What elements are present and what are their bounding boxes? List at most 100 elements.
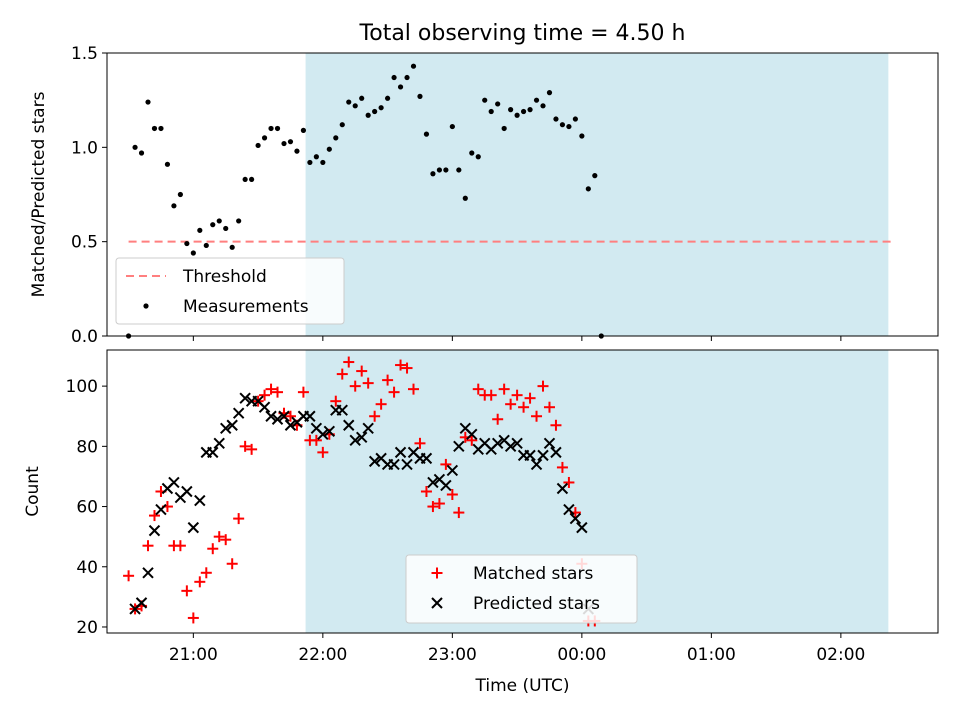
matched-star-point (446, 489, 458, 501)
matched-star-point (433, 498, 445, 510)
measurement-point (436, 167, 442, 173)
legend-threshold-label: Threshold (182, 267, 267, 287)
measurement-point (397, 84, 404, 90)
measurement-point (164, 161, 171, 167)
cross-b (265, 410, 277, 422)
predicted-stars-series (129, 392, 595, 615)
cross-b (284, 419, 297, 431)
measurement-point (592, 173, 598, 179)
cross-b (524, 449, 536, 462)
legend-measurements-swatch (143, 303, 149, 309)
cross-b (401, 458, 413, 471)
measurement-point (469, 150, 475, 156)
measurement-point (501, 125, 507, 132)
predicted-star-point (343, 419, 355, 431)
cross-b (563, 503, 575, 516)
cross-b (491, 437, 504, 450)
measurement-point (495, 101, 501, 107)
matched-star-point (200, 567, 212, 579)
measurement-point (158, 125, 164, 132)
measurement-point (229, 244, 235, 250)
predicted-star-point (258, 401, 271, 413)
measurement-point (488, 108, 494, 115)
top-y-axis: 0.0 0.5 1.0 1.5 (71, 44, 107, 347)
measurement-point (255, 142, 261, 149)
predicted-star-point (265, 410, 277, 422)
matched-star-point (207, 543, 219, 555)
predicted-star-point (388, 458, 400, 471)
measurement-point (320, 159, 326, 166)
measurement-point (417, 93, 423, 99)
matched-star-point (259, 389, 271, 401)
matched-star-point (233, 513, 245, 525)
measurement-point (449, 123, 455, 130)
measurement-point (171, 203, 177, 209)
cross-b (207, 446, 219, 459)
matched-star-point (220, 534, 232, 546)
matched-star-point (401, 362, 413, 374)
measurement-point (430, 171, 436, 177)
matched-star-point (356, 365, 368, 377)
predicted-star-point (524, 449, 536, 462)
measurement-point (410, 63, 417, 69)
measurement-point (559, 122, 566, 128)
matched-star-point (531, 410, 543, 422)
top-ytick-label: 0.5 (71, 233, 98, 253)
predicted-star-point (440, 479, 452, 492)
matched-star-point (284, 410, 296, 422)
measurement-point (287, 139, 294, 145)
cross-b (226, 419, 238, 431)
measurement-point (391, 74, 397, 81)
cross-b (375, 452, 387, 465)
bottom-x-axis: 21:00 22:00 23:00 00:00 01:00 02:00 (169, 633, 865, 665)
measurement-point (184, 240, 190, 247)
measurement-point (378, 105, 384, 111)
cross-b (239, 392, 251, 404)
predicted-star-point (504, 440, 517, 453)
bottom-xtick-label: 21:00 (169, 645, 218, 665)
measurement-point (352, 103, 358, 109)
predicted-star-point (284, 419, 297, 431)
predicted-star-point (336, 404, 348, 416)
matched-star-point (181, 585, 193, 597)
predicted-star-point (401, 458, 413, 471)
cross-b (271, 413, 284, 425)
measurement-point (566, 123, 572, 130)
cross-b (355, 431, 368, 444)
matched-star-point (297, 386, 309, 398)
measurement-point (249, 176, 255, 183)
cross-b (187, 521, 200, 534)
bottom-ytick-label: 100 (66, 377, 98, 397)
top-ytick-label: 1.5 (71, 44, 98, 64)
predicted-star-point (556, 482, 569, 495)
matched-star-point (265, 383, 277, 395)
predicted-star-point (304, 410, 316, 422)
measurement-point (482, 97, 488, 103)
predicted-star-point (446, 464, 459, 477)
bottom-xtick-label: 00:00 (557, 645, 606, 665)
measurement-point (236, 218, 242, 224)
predicted-star-point (187, 521, 200, 534)
measurement-point (462, 195, 468, 201)
cross-b (459, 422, 472, 434)
cross-b (343, 419, 355, 431)
matched-star-point (466, 434, 478, 446)
measurement-point (404, 74, 410, 81)
measurement-point (514, 112, 520, 118)
measurement-point (346, 99, 352, 105)
legend-measurements-label: Measurements (183, 297, 309, 317)
matched-star-point (543, 401, 555, 413)
legend-matched-marker (431, 567, 443, 579)
top-x-axis-ticks (192, 336, 842, 341)
measurements-series (125, 63, 604, 339)
cross-b (420, 452, 433, 465)
predicted-star-point (135, 597, 148, 609)
measurement-point (546, 90, 553, 96)
measurement-point (520, 108, 527, 115)
cross-b (466, 428, 478, 441)
cross-b (530, 458, 543, 471)
chart-title: Total observing time = 4.50 h (359, 21, 686, 46)
top-panel: 0.0 0.5 1.0 1.5 Total observing time = 4.50… (29, 21, 939, 347)
measurement-point (210, 222, 216, 228)
measurement-point (190, 250, 196, 256)
